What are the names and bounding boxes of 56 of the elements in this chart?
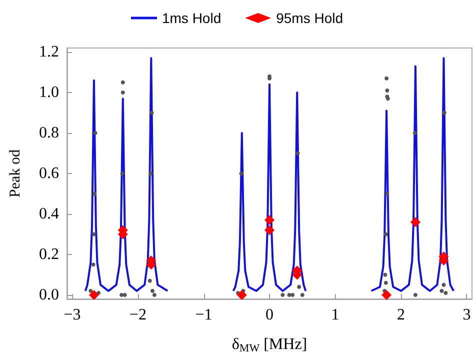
point (122, 292, 127, 297)
point (264, 215, 274, 226)
point (296, 151, 300, 156)
point (120, 80, 125, 84)
y-tick-label: 0.8 (39, 124, 59, 142)
y-tick-label: 0.6 (39, 165, 59, 182)
point (88, 288, 93, 293)
point (148, 172, 152, 176)
point (120, 90, 125, 95)
point (120, 172, 124, 176)
point (236, 290, 247, 300)
point (385, 192, 390, 196)
x-tick-label: −3 (64, 306, 81, 324)
point (92, 232, 96, 236)
point (150, 110, 154, 115)
point (150, 288, 154, 293)
x-tick-label: 0 (266, 306, 274, 324)
point (382, 290, 392, 300)
point (297, 284, 302, 289)
point (148, 278, 152, 283)
point (413, 292, 418, 297)
point (300, 292, 304, 297)
x-tick-label: 3 (462, 306, 471, 324)
point (290, 292, 295, 297)
x-tick-label: −2 (129, 306, 147, 324)
point (384, 280, 388, 285)
point (410, 217, 420, 228)
point (383, 272, 388, 277)
x-tick-label: 2 (396, 306, 405, 324)
point (384, 232, 388, 236)
point (412, 131, 417, 136)
x-tick-label: −1 (195, 306, 212, 324)
point (88, 290, 99, 300)
point (92, 192, 97, 196)
y-tick-label: 0.0 (39, 286, 59, 304)
point (444, 290, 448, 295)
point (120, 292, 124, 297)
y-tick-label: 1.2 (39, 44, 59, 61)
point (280, 292, 285, 297)
y-tick-label: 0.2 (39, 246, 59, 263)
point (385, 88, 390, 93)
x-tick-label: 1 (331, 306, 340, 324)
point (384, 76, 389, 80)
legend-label: 95ms Hold (276, 10, 344, 26)
point (152, 292, 156, 297)
point (91, 262, 96, 267)
y-tick-label: 0.4 (39, 205, 59, 222)
point (93, 131, 98, 136)
point (442, 110, 446, 115)
y-axis-title: Peak od (8, 149, 24, 198)
point (264, 225, 274, 236)
point (442, 282, 446, 287)
legend-label: 1ms Hold (162, 10, 222, 26)
y-tick-label: 1.0 (39, 84, 59, 102)
point (239, 172, 244, 176)
point (440, 288, 444, 293)
